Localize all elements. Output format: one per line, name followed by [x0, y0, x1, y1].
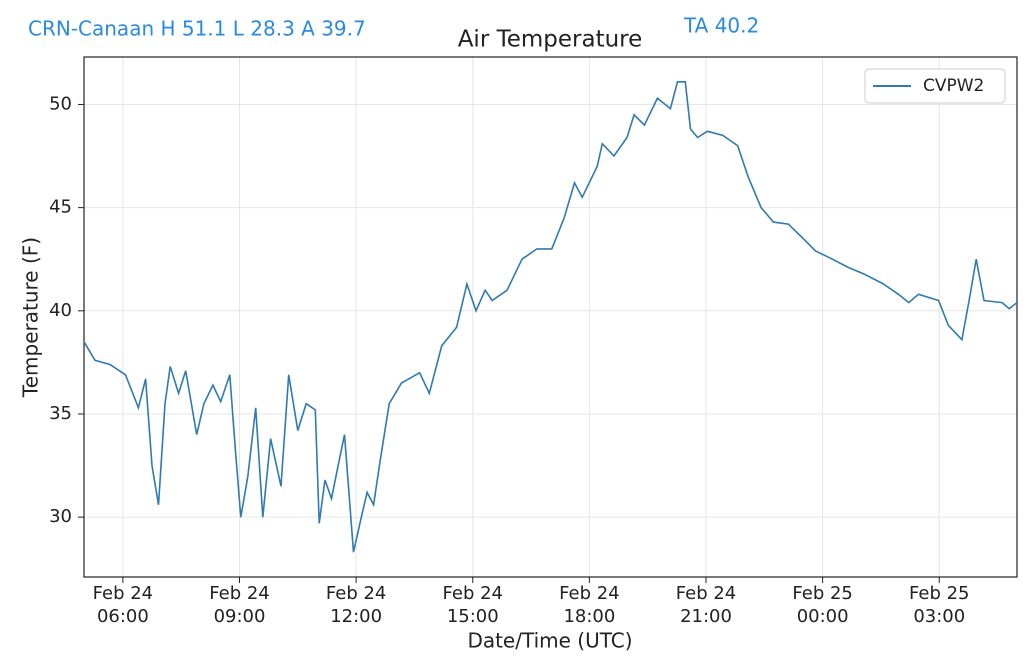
x-tick-label: Feb 25 — [909, 583, 970, 604]
x-tick-label: Feb 24 — [326, 583, 387, 604]
plot-frame — [83, 56, 1018, 578]
x-tick-label: 09:00 — [214, 606, 266, 627]
x-tick-label: Feb 25 — [792, 583, 853, 604]
legend-box — [864, 68, 1006, 104]
average-temp: TA 40.2 — [683, 14, 759, 38]
x-tick-label: Feb 24 — [443, 583, 504, 604]
y-tick-label: 45 — [49, 197, 72, 218]
x-tick-label: 18:00 — [563, 606, 615, 627]
x-tick-label: 21:00 — [680, 606, 732, 627]
x-tick-label: Feb 24 — [559, 583, 620, 604]
y-axis-label: Temperature (F) — [19, 237, 43, 398]
y-tick-label: 35 — [49, 403, 72, 424]
y-tick-label: 30 — [49, 506, 72, 527]
x-axis-label: Date/Time (UTC) — [467, 629, 632, 653]
y-tick-label: 40 — [49, 300, 72, 321]
y-tick-label: 50 — [49, 93, 72, 114]
legend-label: CVPW2 — [923, 76, 984, 96]
x-tick-label: 12:00 — [330, 606, 382, 627]
x-tick-label: 00:00 — [797, 606, 849, 627]
x-tick-label: Feb 24 — [676, 583, 737, 604]
chart-title: Air Temperature — [458, 27, 643, 53]
x-tick-label: Feb 24 — [209, 583, 270, 604]
x-tick-label: 03:00 — [913, 606, 965, 627]
series-line — [83, 81, 1018, 553]
x-tick-label: 06:00 — [97, 606, 149, 627]
x-tick-label: Feb 24 — [93, 583, 154, 604]
station-summary: CRN-Canaan H 51.1 L 28.3 A 39.7 — [28, 17, 366, 41]
x-tick-label: 15:00 — [447, 606, 499, 627]
